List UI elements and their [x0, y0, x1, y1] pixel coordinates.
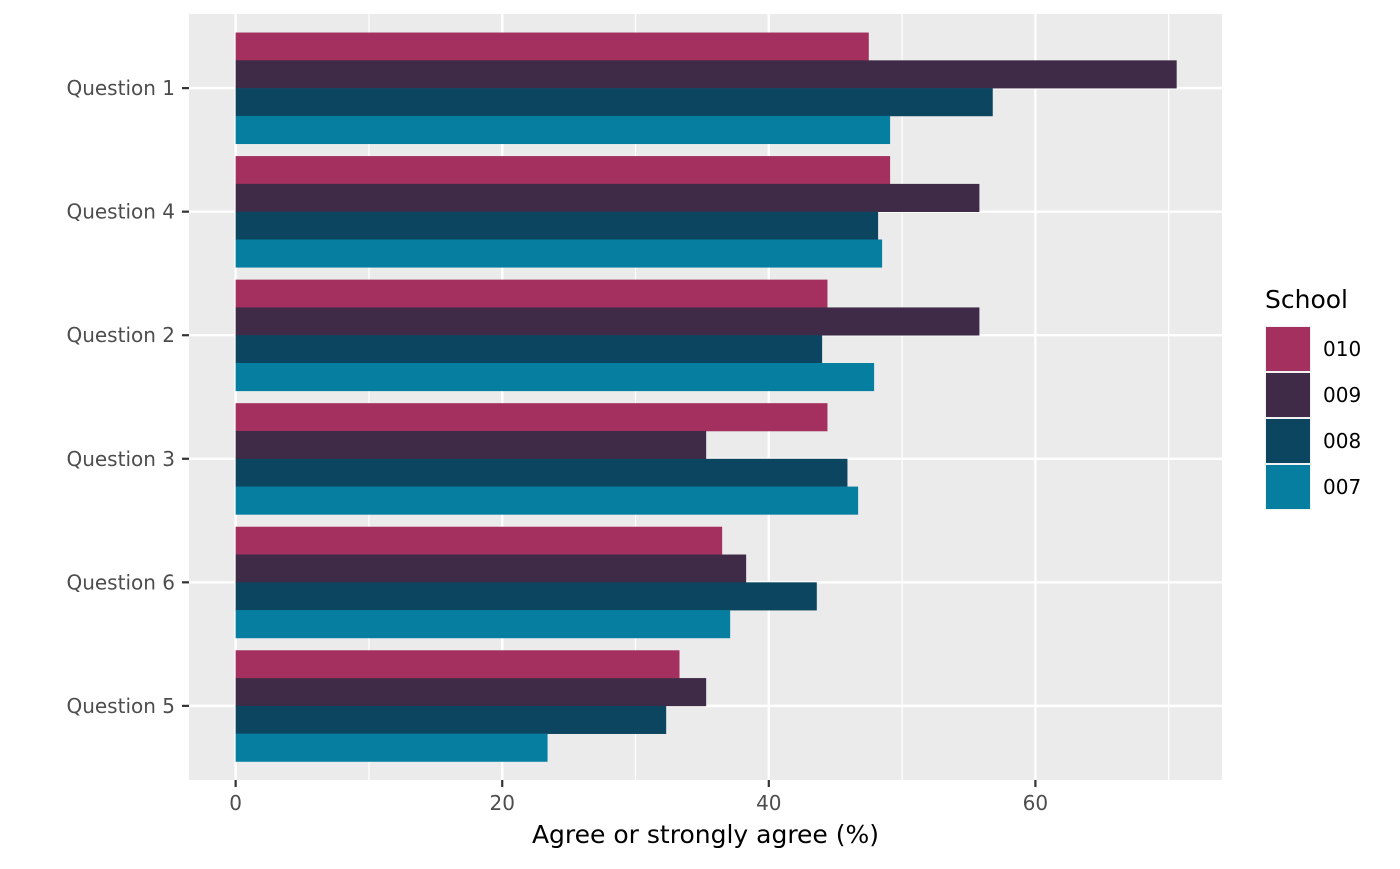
bar-question-3-school-010: [235, 403, 828, 432]
bar-question-2-school-008: [235, 335, 823, 364]
legend-label-008: 008: [1323, 429, 1361, 453]
bar-question-5-school-009: [235, 678, 707, 707]
bar-question-3-school-009: [235, 430, 707, 460]
x-tick-label: 60: [1023, 791, 1048, 815]
bars: [235, 32, 1177, 762]
legend-swatch-008: [1266, 419, 1310, 463]
bar-question-2-school-007: [235, 363, 875, 392]
y-tick-label: Question 3: [66, 447, 175, 471]
bar-question-4-school-007: [235, 239, 883, 268]
bar-question-6-school-007: [235, 610, 731, 639]
y-tick-label: Question 6: [66, 570, 175, 594]
bar-question-4-school-008: [235, 211, 879, 240]
x-tick-label: 40: [756, 791, 781, 815]
legend: School 010 009 008 007: [1265, 285, 1361, 510]
legend-label-007: 007: [1323, 475, 1361, 499]
bar-question-6-school-008: [235, 582, 817, 611]
x-axis: 0 20 40 60: [229, 780, 1048, 815]
bar-question-5-school-007: [235, 733, 548, 762]
y-tick-label: Question 5: [66, 694, 175, 718]
x-axis-title: Agree or strongly agree (%): [532, 820, 879, 849]
y-tick-label: Question 1: [66, 76, 175, 100]
bar-question-4-school-010: [235, 156, 891, 185]
legend-label-009: 009: [1323, 383, 1361, 407]
bar-question-2-school-010: [235, 279, 828, 308]
bar-question-5-school-010: [235, 650, 680, 679]
bar-question-1-school-009: [235, 60, 1177, 89]
y-tick-label: Question 2: [66, 323, 175, 347]
bar-question-1-school-010: [235, 32, 869, 61]
bar-question-5-school-008: [235, 705, 667, 734]
x-tick-label: 20: [490, 791, 515, 815]
bar-question-6-school-009: [235, 554, 747, 583]
bar-question-6-school-010: [235, 526, 723, 555]
legend-swatch-009: [1266, 373, 1310, 417]
bar-question-1-school-007: [235, 115, 891, 145]
bar-question-4-school-009: [235, 183, 980, 212]
y-tick-label: Question 4: [66, 200, 175, 224]
bar-question-3-school-007: [235, 486, 859, 515]
bar-question-3-school-008: [235, 458, 848, 487]
x-tick-label: 0: [229, 791, 242, 815]
legend-swatch-010: [1266, 327, 1310, 371]
y-axis: Question 1 Question 4 Question 2 Question 3…: [66, 76, 189, 718]
legend-label-010: 010: [1323, 337, 1361, 361]
bar-question-2-school-009: [235, 307, 980, 336]
legend-swatch-007: [1266, 465, 1310, 509]
bar-question-1-school-008: [235, 88, 993, 117]
legend-title: School: [1265, 285, 1348, 314]
